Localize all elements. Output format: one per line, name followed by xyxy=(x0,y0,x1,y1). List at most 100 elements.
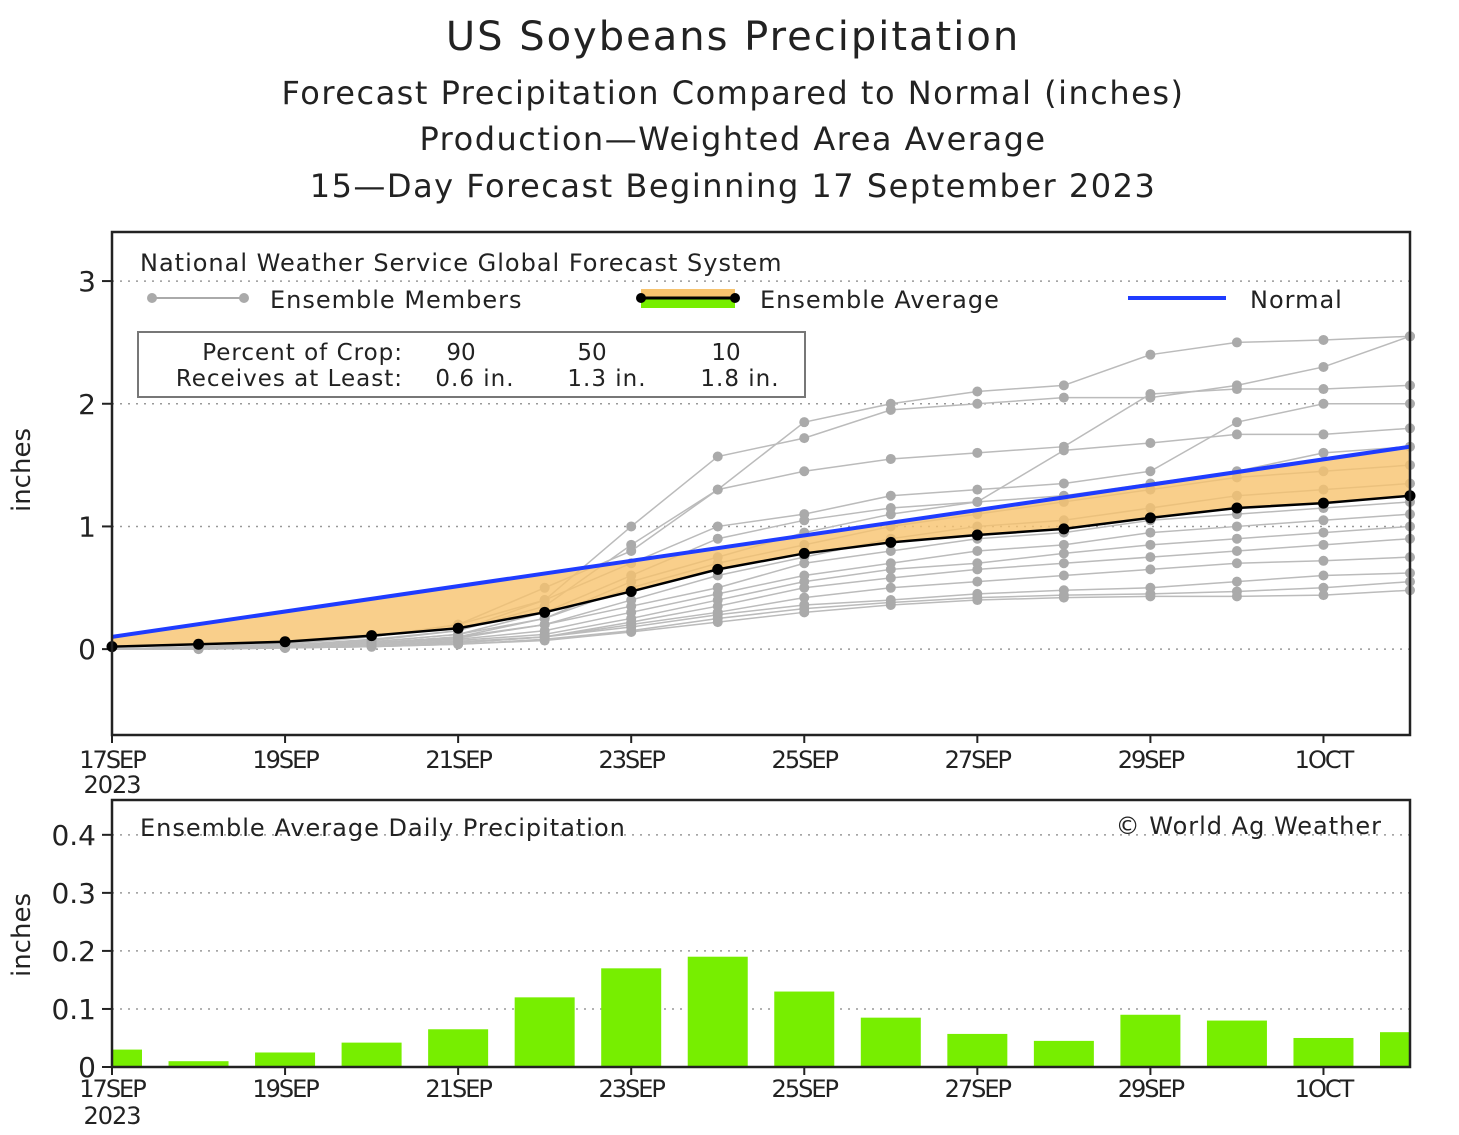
daily-precip-bar xyxy=(514,997,575,1067)
x-tick-label: 23SEP xyxy=(598,746,665,774)
ensemble-member-line xyxy=(112,589,1411,650)
ensemble-member-point xyxy=(885,564,896,575)
ensemble-member-point xyxy=(712,521,723,532)
y-tick-label: 1 xyxy=(78,510,96,543)
x-tick-label: 1OCT xyxy=(1295,1075,1355,1103)
ensemble-member-point xyxy=(1318,429,1329,440)
ensemble-average-point xyxy=(1058,523,1070,535)
ensemble-member-point xyxy=(1231,533,1242,544)
legend-average-label: Ensemble Average xyxy=(760,286,1000,314)
crop-amount-10: 1.8 in. xyxy=(700,366,779,392)
plot-frame xyxy=(110,798,1412,1069)
ensemble-average-point xyxy=(452,622,464,634)
ensemble-member-point xyxy=(1231,337,1242,348)
ensemble-member-point xyxy=(712,451,723,462)
ensemble-member-point xyxy=(1145,349,1156,360)
daily-precip-bar xyxy=(774,991,835,1067)
daily-precip-bar xyxy=(1293,1037,1354,1067)
ensemble-member-point xyxy=(1318,539,1329,550)
x-tick-label: 21SEP xyxy=(425,746,492,774)
ensemble-member-point xyxy=(1231,417,1242,428)
x-tick-label: 19SEP xyxy=(252,1075,319,1103)
ensemble-member-point xyxy=(1318,447,1329,458)
daily-precip-bar xyxy=(601,968,662,1067)
daily-precip-bar xyxy=(1380,1032,1410,1067)
ensemble-member-point xyxy=(972,545,983,556)
ensemble-member-point xyxy=(885,490,896,501)
ensemble-member-point xyxy=(1058,380,1069,391)
daily-precip-bar xyxy=(947,1033,1008,1067)
x-tick-label: 17SEP xyxy=(79,746,146,774)
ensemble-member-point xyxy=(1318,527,1329,538)
daily-precip-bar xyxy=(428,1029,489,1067)
ensemble-member-point xyxy=(972,398,983,409)
daily-precip-bar xyxy=(1033,1040,1094,1067)
normal-line xyxy=(111,444,1411,639)
ensemble-member-point xyxy=(626,521,637,532)
ensemble-member-point xyxy=(885,599,896,610)
y-axis-label: inches xyxy=(7,428,37,512)
legend-members-dot xyxy=(147,293,157,303)
ensemble-member-point xyxy=(712,533,723,544)
ensemble-average-point xyxy=(798,547,810,559)
ensemble-member-point xyxy=(1058,592,1069,603)
x-tick-label: 29SEP xyxy=(1118,746,1185,774)
ensemble-member-point xyxy=(885,453,896,464)
ensemble-member-point xyxy=(1231,521,1242,532)
chart-subtitle-3: 15—Day Forecast Beginning 17 September 2… xyxy=(310,167,1157,205)
daily-precip-bar xyxy=(168,1061,229,1067)
crop-amount-50: 1.3 in. xyxy=(567,366,646,392)
crop-percent-10: 10 xyxy=(711,340,740,366)
ensemble-member-point xyxy=(799,417,810,428)
ensemble-member-point xyxy=(972,447,983,458)
ensemble-member-point xyxy=(1318,334,1329,345)
ensemble-member-point xyxy=(1318,361,1329,372)
legend-average-green xyxy=(641,299,735,308)
cumulative-chart: 0 1 2 3 17SEP 19SEP 21SEP 23SEP 25SEP 27SEP 29SEP 1… xyxy=(7,230,1416,799)
ensemble-average-point xyxy=(1144,512,1156,524)
ensemble-member-point xyxy=(972,386,983,397)
ensemble-member-point xyxy=(972,564,983,575)
y-tick-label: 0 xyxy=(78,1051,96,1084)
ensemble-member-point xyxy=(885,545,896,556)
ensemble-member-point xyxy=(799,607,810,618)
ensemble-member-point xyxy=(799,433,810,444)
ensemble-member-point xyxy=(1145,564,1156,575)
y-tick-label: 3 xyxy=(78,265,96,298)
y-tick-label: 2 xyxy=(78,388,96,421)
ensemble-member-point xyxy=(366,641,377,652)
ensemble-member-point xyxy=(1231,429,1242,440)
ensemble-member-point xyxy=(885,404,896,415)
plot-frame xyxy=(110,230,1412,737)
daily-precip-bar xyxy=(1120,1014,1181,1067)
crop-percent-label: Percent of Crop: xyxy=(202,340,403,366)
ensemble-member-point xyxy=(712,617,723,628)
ensemble-member-point xyxy=(972,484,983,495)
crop-percent-90: 90 xyxy=(446,340,475,366)
ensemble-member-point xyxy=(1145,438,1156,449)
x-tick-label: 23SEP xyxy=(598,1075,665,1103)
ensemble-average-point xyxy=(1231,502,1243,514)
x-year-label: 2023 xyxy=(83,771,140,799)
ensemble-average-line xyxy=(111,494,1411,648)
ensemble-member-point xyxy=(1145,591,1156,602)
ensemble-member-point xyxy=(1231,545,1242,556)
y-tick-label: 0.2 xyxy=(51,935,96,968)
ensemble-average-point xyxy=(193,638,205,650)
ensemble-member-point xyxy=(1058,539,1069,550)
legend-average-band xyxy=(641,289,735,298)
x-tick-label: 1OCT xyxy=(1295,746,1355,774)
ensemble-member-point xyxy=(799,466,810,477)
ensemble-average-point xyxy=(539,606,551,618)
ensemble-member-point xyxy=(453,639,464,650)
crop-percent-50: 50 xyxy=(577,340,606,366)
ensemble-member-point xyxy=(885,582,896,593)
x-tick-label: 27SEP xyxy=(945,746,1012,774)
ensemble-member-point xyxy=(1145,388,1156,399)
ensemble-average-point xyxy=(366,630,378,642)
chart-title: US Soybeans Precipitation xyxy=(446,14,1020,60)
x-year-label: 2023 xyxy=(83,1102,140,1130)
ensemble-member-point xyxy=(1318,582,1329,593)
y-tick-label: 0.3 xyxy=(51,877,96,910)
